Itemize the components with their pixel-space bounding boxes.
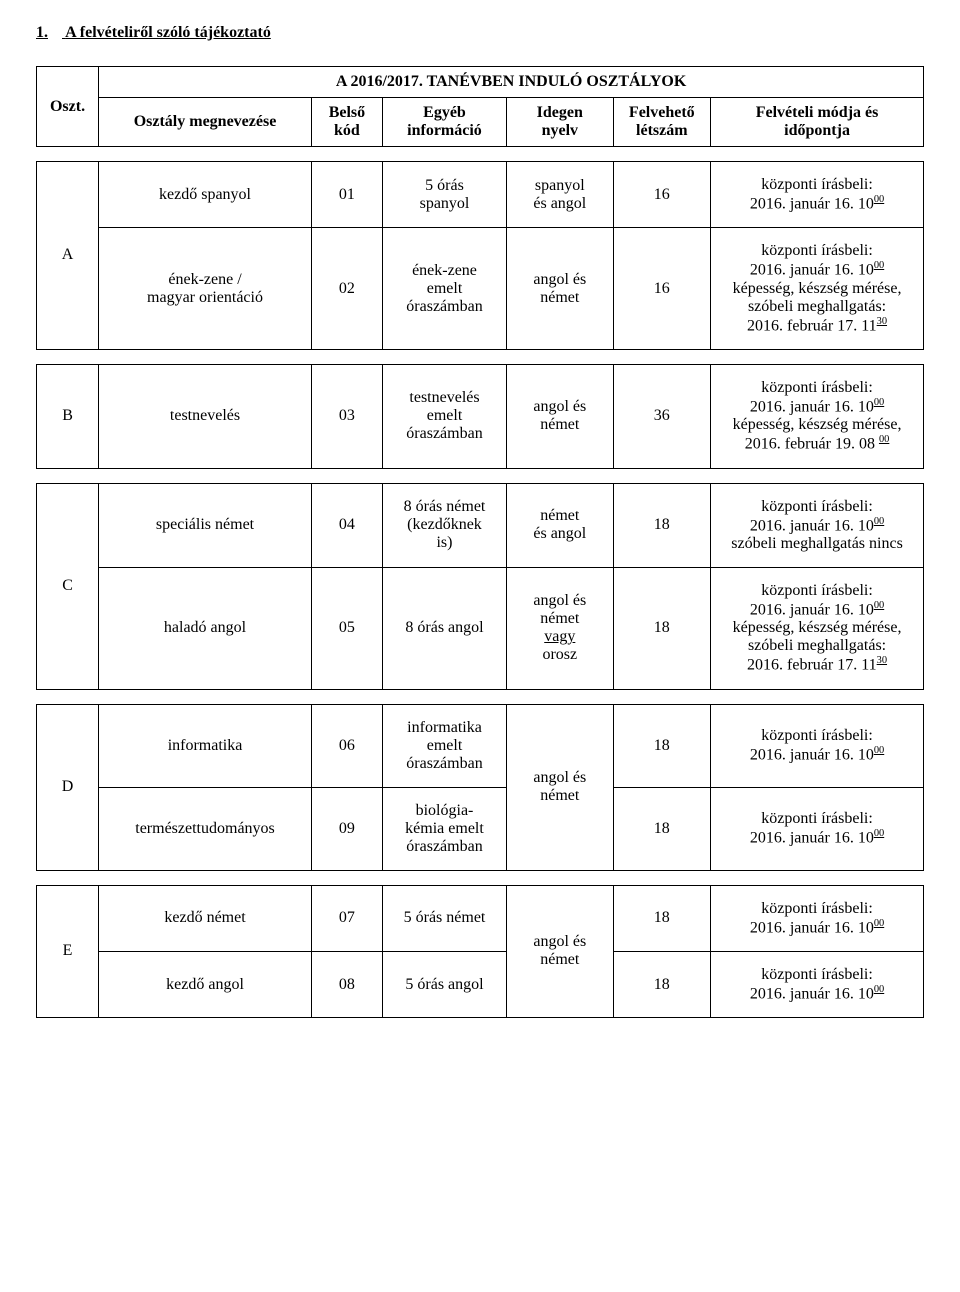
table-row: E kezdő német 07 5 órás német angol ésné… — [37, 885, 924, 951]
cell-info: 8 órás angol — [382, 567, 506, 689]
cell-code: 08 — [311, 951, 382, 1017]
col-header-lang: Idegennyelv — [507, 98, 613, 147]
cell-code: 07 — [311, 885, 382, 951]
cell-name: speciális német — [99, 483, 312, 567]
cell-result: központi írásbeli: 2016. január 16. 1000… — [711, 228, 924, 350]
cell-name: testnevelés — [99, 364, 312, 468]
table-subtitle: A 2016/2017. TANÉVBEN INDULÓ OSZTÁLYOK — [99, 67, 924, 98]
col-header-code: Belsőkód — [311, 98, 382, 147]
cell-info: testnevelésemeltóraszámban — [382, 364, 506, 468]
cell-result: központi írásbeli: 2016. január 16. 1000 — [711, 162, 924, 228]
cell-name: haladó angol — [99, 567, 312, 689]
table-row: természettudományos 09 biológia-kémia em… — [37, 787, 924, 870]
cell-code: 09 — [311, 787, 382, 870]
cell-lang: angol és német vagy orosz — [507, 567, 613, 689]
table-group-b: B testnevelés 03 testnevelésemeltóraszám… — [36, 364, 924, 469]
cell-cap: 16 — [613, 228, 711, 350]
cell-result: központi írásbeli: 2016. január 16. 1000 — [711, 885, 924, 951]
cell-name: természettudományos — [99, 787, 312, 870]
col-header-cap: Felvehetőlétszám — [613, 98, 711, 147]
group-label: B — [37, 364, 99, 468]
cell-lang: spanyolés angol — [507, 162, 613, 228]
cell-info: informatikaemeltóraszámban — [382, 704, 506, 787]
heading-number: 1. — [36, 24, 48, 41]
cell-lang: németés angol — [507, 483, 613, 567]
cell-code: 03 — [311, 364, 382, 468]
cell-info: 5 órás német — [382, 885, 506, 951]
cell-lang: angol ésnémet — [507, 885, 613, 1018]
table-group-e: E kezdő német 07 5 órás német angol ésné… — [36, 885, 924, 1019]
table-group-a: A kezdő spanyol 01 5 órásspanyol spanyol… — [36, 161, 924, 350]
cell-lang: angol ésnémet — [507, 364, 613, 468]
cell-code: 05 — [311, 567, 382, 689]
col-header-oszt: Oszt. — [37, 67, 99, 147]
table-row: kezdő angol 08 5 órás angol 18 központi … — [37, 951, 924, 1017]
table-row: haladó angol 05 8 órás angol angol és né… — [37, 567, 924, 689]
cell-result: központi írásbeli: 2016. január 16. 1000… — [711, 364, 924, 468]
cell-cap: 18 — [613, 483, 711, 567]
cell-name: kezdő angol — [99, 951, 312, 1017]
col-header-mode: Felvételi módja ésidőpontja — [711, 98, 924, 147]
cell-code: 02 — [311, 228, 382, 350]
cell-cap: 18 — [613, 951, 711, 1017]
cell-code: 06 — [311, 704, 382, 787]
table-group-d: D informatika 06 informatikaemeltóraszám… — [36, 704, 924, 871]
cell-result: központi írásbeli: 2016. január 16. 1000 — [711, 704, 924, 787]
cell-cap: 18 — [613, 885, 711, 951]
group-label: D — [37, 704, 99, 870]
cell-result: központi írásbeli: 2016. január 16. 1000 — [711, 787, 924, 870]
table-row: B testnevelés 03 testnevelésemeltóraszám… — [37, 364, 924, 468]
cell-result: központi írásbeli: 2016. január 16. 1000 — [711, 951, 924, 1017]
cell-cap: 16 — [613, 162, 711, 228]
group-label: E — [37, 885, 99, 1018]
cell-info: 5 órásspanyol — [382, 162, 506, 228]
cell-info: 5 órás angol — [382, 951, 506, 1017]
cell-lang: angol ésnémet — [507, 704, 613, 870]
table-row: A kezdő spanyol 01 5 órásspanyol spanyol… — [37, 162, 924, 228]
heading-text: A felvételiről szóló tájékoztató — [65, 24, 271, 41]
cell-info: biológia-kémia emeltóraszámban — [382, 787, 506, 870]
cell-code: 01 — [311, 162, 382, 228]
cell-name: ének-zene /magyar orientáció — [99, 228, 312, 350]
table-row: C speciális német 04 8 órás német(kezdők… — [37, 483, 924, 567]
cell-cap: 18 — [613, 787, 711, 870]
cell-cap: 18 — [613, 704, 711, 787]
header-table: Oszt. A 2016/2017. TANÉVBEN INDULÓ OSZTÁ… — [36, 66, 924, 147]
col-header-name: Osztály megnevezése — [99, 98, 312, 147]
cell-name: informatika — [99, 704, 312, 787]
cell-result: központi írásbeli: 2016. január 16. 1000… — [711, 567, 924, 689]
cell-cap: 18 — [613, 567, 711, 689]
cell-name: kezdő német — [99, 885, 312, 951]
table-row: D informatika 06 informatikaemeltóraszám… — [37, 704, 924, 787]
group-label: A — [37, 162, 99, 350]
col-header-info: Egyébinformáció — [382, 98, 506, 147]
cell-cap: 36 — [613, 364, 711, 468]
table-group-c: C speciális német 04 8 órás német(kezdők… — [36, 483, 924, 690]
cell-info: ének-zeneemeltóraszámban — [382, 228, 506, 350]
cell-name: kezdő spanyol — [99, 162, 312, 228]
table-row: ének-zene /magyar orientáció 02 ének-zen… — [37, 228, 924, 350]
group-label: C — [37, 483, 99, 689]
page-heading: 1. A felvételiről szóló tájékoztató — [36, 24, 924, 42]
cell-info: 8 órás német(kezdőknekis) — [382, 483, 506, 567]
cell-lang: angol ésnémet — [507, 228, 613, 350]
cell-code: 04 — [311, 483, 382, 567]
cell-result: központi írásbeli: 2016. január 16. 1000… — [711, 483, 924, 567]
